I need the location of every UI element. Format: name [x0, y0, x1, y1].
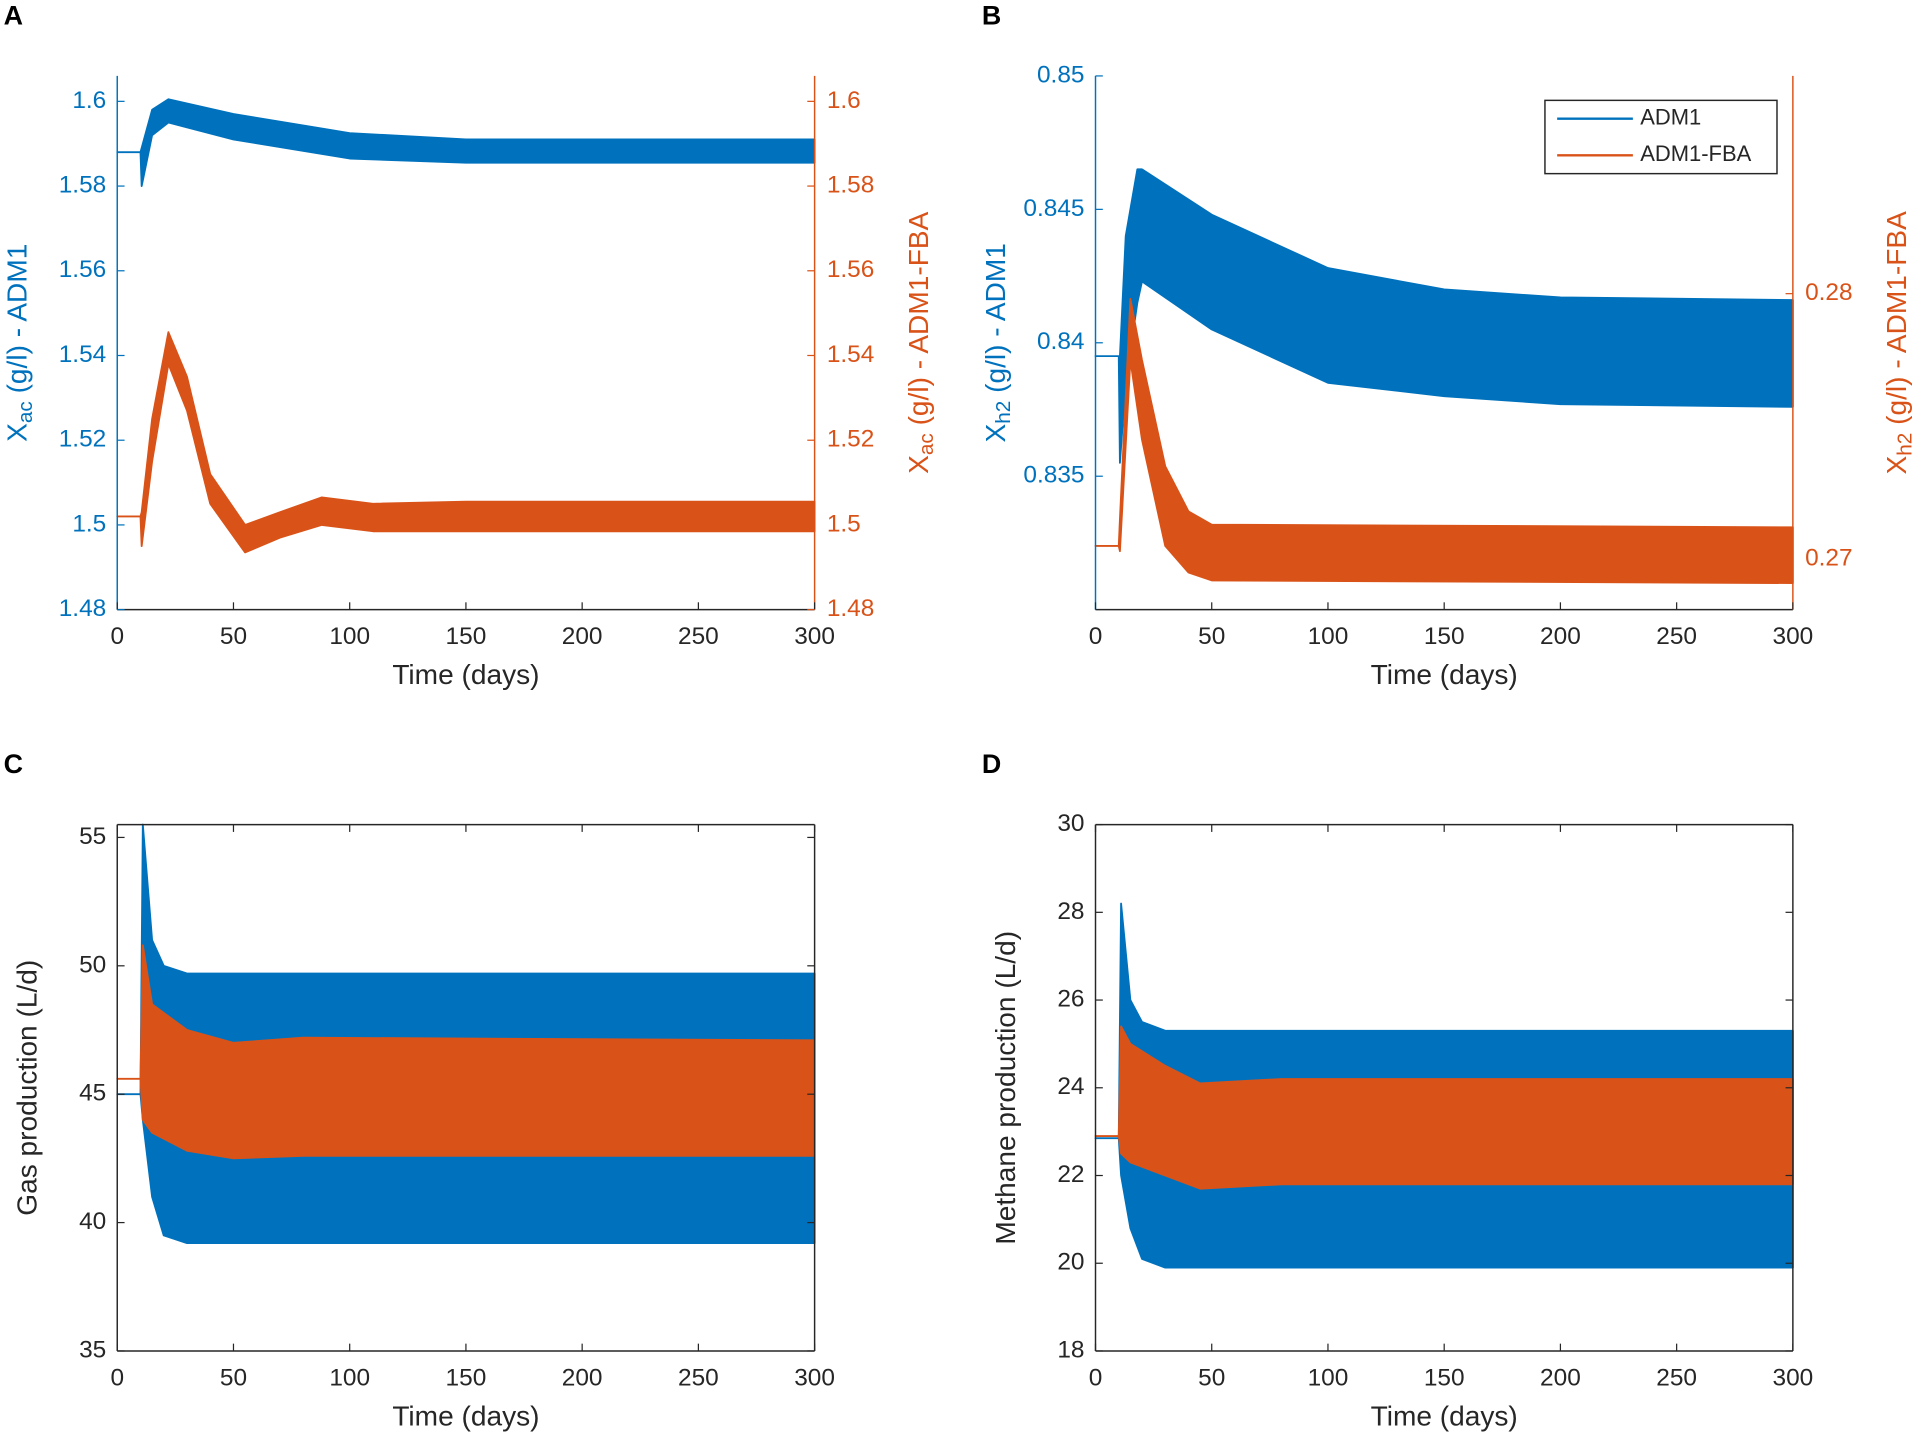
- x-tick-label: 50: [1198, 623, 1225, 650]
- y-tick-label: 45: [79, 1080, 106, 1107]
- axis-label-main: X: [903, 455, 934, 474]
- axis-label-sub: ac: [916, 433, 939, 455]
- y-tick-label: 1.48: [59, 595, 107, 622]
- x-tick-label: 200: [562, 1365, 603, 1392]
- legend-label: ADM1-FBA: [1640, 141, 1751, 166]
- y-tick-label: 28: [1057, 898, 1084, 925]
- x-tick-label: 250: [678, 1365, 719, 1392]
- y-tick-label: 18: [1057, 1336, 1084, 1363]
- axis-label-sub: h2: [993, 401, 1016, 424]
- x-tick-label: 0: [110, 1365, 124, 1392]
- x-tick-label: 300: [794, 1365, 835, 1392]
- y2-tick-label: 1.52: [827, 426, 875, 453]
- y-tick-label: 0.85: [1037, 61, 1085, 88]
- y2-tick-label: 1.56: [827, 256, 875, 283]
- x-tick-label: 50: [220, 623, 247, 650]
- x-tick-label: 50: [1198, 1365, 1225, 1392]
- x-tick-label: 150: [1424, 1365, 1465, 1392]
- y2-tick-label: 1.5: [827, 510, 861, 537]
- axis-label: Xh2 (g/l) - ADM1: [980, 243, 1015, 442]
- axis-label-rest: (g/l) - ADM1-FBA: [1882, 211, 1913, 433]
- x-tick-label: 250: [678, 623, 719, 650]
- x-tick-label: 150: [446, 1365, 487, 1392]
- series-band: [116, 98, 816, 187]
- axis-label-rest: (g/l) - ADM1: [2, 244, 33, 402]
- axis-label-rest: (g/l) - ADM1-FBA: [903, 211, 934, 433]
- y-tick-label: 1.52: [59, 426, 107, 453]
- axis-label: Xh2 (g/l) - ADM1-FBA: [1882, 211, 1915, 475]
- axis-label-main: X: [1882, 455, 1913, 474]
- x-axis-label: Time (days): [1371, 1401, 1518, 1432]
- y2-tick-label: 1.6: [827, 87, 861, 114]
- x-axis-label: Time (days): [392, 1401, 539, 1432]
- y2-tick-label: 0.27: [1805, 545, 1853, 572]
- y-tick-label: 40: [79, 1208, 106, 1235]
- x-axis-label: Time (days): [1371, 659, 1518, 690]
- x-tick-label: 150: [446, 623, 487, 650]
- legend-label: ADM1: [1640, 104, 1701, 129]
- x-tick-label: 250: [1656, 623, 1697, 650]
- axis-label: Xac (g/l) - ADM1-FBA: [903, 211, 938, 473]
- panel-label: B: [982, 0, 1001, 30]
- x-tick-label: 300: [1773, 623, 1814, 650]
- y2-tick-label: 1.58: [827, 172, 875, 199]
- x-tick-label: 0: [1089, 623, 1103, 650]
- series-band: [1094, 168, 1794, 464]
- x-tick-label: 50: [220, 1365, 247, 1392]
- x-tick-label: 150: [1424, 623, 1465, 650]
- x-tick-label: 100: [329, 1365, 370, 1392]
- x-axis-label: Time (days): [392, 659, 539, 690]
- y-tick-label: 1.58: [59, 172, 107, 199]
- x-tick-label: 200: [1540, 623, 1581, 650]
- y-tick-label: 1.56: [59, 256, 107, 283]
- y-tick-label: 20: [1057, 1249, 1084, 1276]
- axis-label: Gas production (L/d): [12, 960, 43, 1216]
- x-tick-label: 100: [1308, 1365, 1349, 1392]
- y-tick-label: 30: [1057, 810, 1084, 837]
- y-tick-label: 50: [79, 951, 106, 978]
- y-tick-label: 24: [1057, 1073, 1084, 1100]
- x-tick-label: 200: [1540, 1365, 1581, 1392]
- y-tick-label: 26: [1057, 986, 1084, 1013]
- legend-box: [1544, 99, 1778, 175]
- y-tick-label: 0.835: [1023, 462, 1084, 489]
- y-tick-label: 55: [79, 823, 106, 850]
- axis-label-main: X: [2, 423, 33, 442]
- x-tick-label: 250: [1656, 1365, 1697, 1392]
- y-tick-label: 0.845: [1023, 195, 1084, 222]
- y2-tick-label: 0.28: [1805, 279, 1853, 306]
- y2-tick-label: 1.54: [827, 341, 875, 368]
- x-tick-label: 100: [329, 623, 370, 650]
- series-band: [116, 331, 816, 554]
- y-tick-label: 35: [79, 1336, 106, 1363]
- axis-label-rest: (g/l) - ADM1: [980, 243, 1011, 401]
- x-tick-label: 300: [1773, 1365, 1814, 1392]
- y-tick-label: 1.6: [72, 87, 106, 114]
- y-tick-label: 1.5: [72, 510, 106, 537]
- axis-label-main: X: [980, 423, 1011, 442]
- axis-label-sub: ac: [14, 401, 37, 423]
- x-tick-label: 100: [1308, 623, 1349, 650]
- y-tick-label: 0.84: [1037, 328, 1085, 355]
- panel-label: D: [982, 749, 1001, 779]
- axis-label: Xac (g/l) - ADM1: [2, 244, 37, 442]
- y2-tick-label: 1.48: [827, 595, 875, 622]
- panel-label: C: [4, 749, 23, 779]
- axis-label: Methane production (L/d): [990, 931, 1021, 1245]
- x-tick-label: 0: [110, 623, 124, 650]
- series-band: [116, 823, 816, 1245]
- axis-label-sub: h2: [1894, 433, 1915, 456]
- y-tick-label: 22: [1057, 1161, 1084, 1188]
- x-tick-label: 300: [794, 623, 835, 650]
- y-tick-label: 1.54: [59, 341, 107, 368]
- x-tick-label: 200: [562, 623, 603, 650]
- panel-label: A: [4, 0, 23, 30]
- x-tick-label: 0: [1089, 1365, 1103, 1392]
